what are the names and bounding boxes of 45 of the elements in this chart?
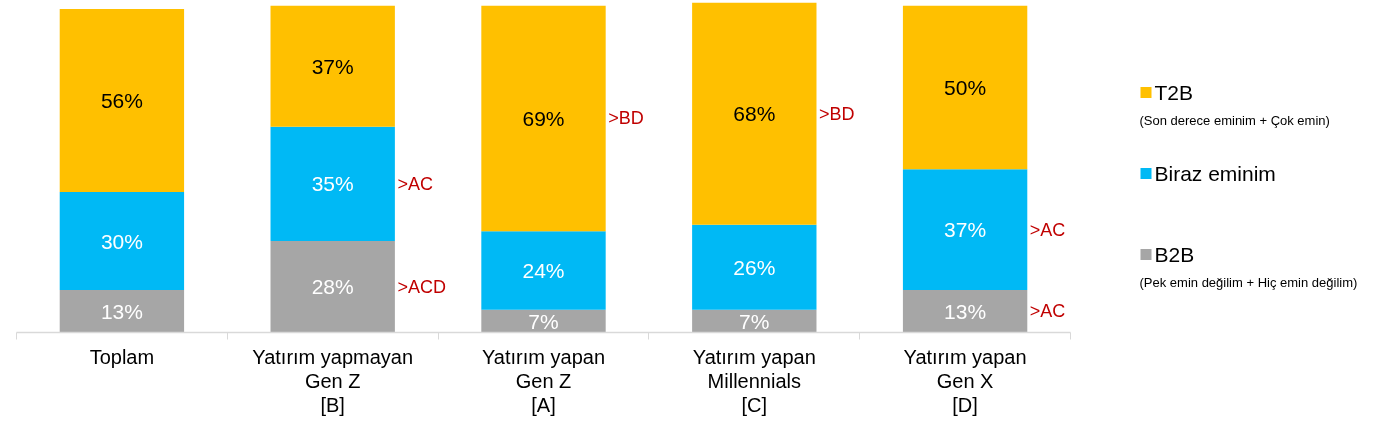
annotation: >AC bbox=[397, 173, 433, 194]
legend-label: Biraz eminim bbox=[1154, 162, 1276, 185]
data-label: 30% bbox=[100, 229, 143, 253]
bar bbox=[692, 224, 817, 310]
bar bbox=[902, 290, 1028, 333]
bar bbox=[270, 241, 395, 333]
data-label: 69% bbox=[522, 106, 565, 130]
bar bbox=[902, 169, 1028, 291]
annotation: >ACD bbox=[397, 276, 446, 297]
data-label: 13% bbox=[944, 299, 987, 323]
data-label: 24% bbox=[522, 258, 565, 282]
data-label: 7% bbox=[528, 309, 559, 333]
x-tick-label: Toplam bbox=[89, 345, 155, 368]
bar bbox=[59, 9, 185, 192]
bar bbox=[59, 290, 185, 333]
data-label: 37% bbox=[944, 218, 987, 242]
bar bbox=[481, 231, 606, 310]
legend-label: B2B bbox=[1154, 243, 1195, 266]
x-tick-label: Yatırım yapan Millennials [C] bbox=[692, 345, 816, 416]
annotation: >AC bbox=[1029, 219, 1066, 240]
bar bbox=[270, 5, 395, 127]
bar bbox=[270, 126, 395, 242]
data-label: 7% bbox=[739, 309, 770, 333]
x-tick-label: Yatırım yapan Gen Z [A] bbox=[481, 345, 606, 416]
bar bbox=[902, 5, 1028, 170]
x-tick-label: Yatırım yapmayan Gen Z [B] bbox=[252, 345, 414, 416]
data-label: 28% bbox=[311, 275, 354, 299]
bar bbox=[59, 192, 185, 291]
annotation: >BD bbox=[819, 103, 855, 124]
data-label: 68% bbox=[733, 102, 776, 126]
data-label: 35% bbox=[311, 172, 354, 196]
data-label: 37% bbox=[311, 54, 354, 78]
x-tick-label: Yatırım yapan Gen X [D] bbox=[903, 345, 1027, 416]
legend-label: T2B bbox=[1154, 81, 1194, 104]
text: (Pek emin değilim + Hiç emin değilim) bbox=[1139, 275, 1358, 290]
data-label: 56% bbox=[100, 89, 143, 113]
data-label: 50% bbox=[944, 75, 987, 99]
bar bbox=[481, 5, 606, 232]
annotation: >BD bbox=[608, 108, 644, 129]
data-label: 13% bbox=[100, 299, 143, 323]
bar bbox=[692, 2, 817, 225]
bar bbox=[481, 309, 606, 333]
annotation: >AC bbox=[1029, 301, 1066, 322]
text: (Son derece eminim + Çok emin) bbox=[1139, 113, 1330, 128]
data-label: 26% bbox=[733, 255, 776, 279]
